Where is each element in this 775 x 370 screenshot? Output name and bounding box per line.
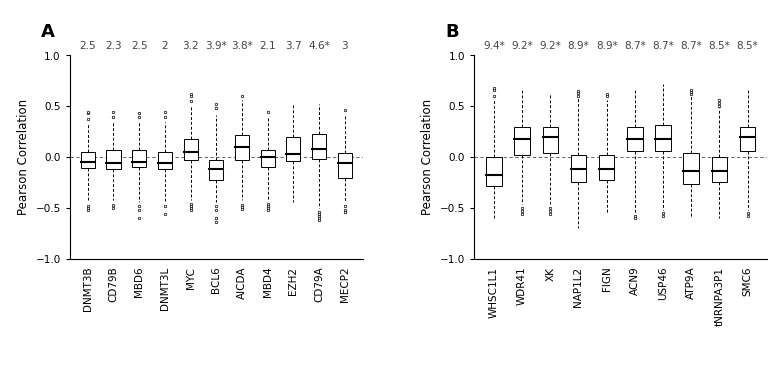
- Text: A: A: [40, 23, 54, 41]
- Text: 2: 2: [161, 41, 168, 51]
- Bar: [599, 155, 615, 179]
- Text: 9.2*: 9.2*: [512, 41, 533, 51]
- Text: 3: 3: [342, 41, 348, 51]
- Bar: [260, 150, 275, 167]
- Text: 8.9*: 8.9*: [567, 41, 589, 51]
- Text: 8.7*: 8.7*: [652, 41, 673, 51]
- Bar: [81, 152, 95, 168]
- Bar: [486, 157, 501, 186]
- Bar: [209, 160, 223, 179]
- Text: 2.3: 2.3: [105, 41, 122, 51]
- Bar: [312, 134, 326, 159]
- Text: 3.8*: 3.8*: [231, 41, 253, 51]
- Bar: [711, 157, 727, 182]
- Bar: [655, 125, 670, 151]
- Bar: [338, 153, 352, 178]
- Bar: [132, 150, 146, 167]
- Text: 8.7*: 8.7*: [624, 41, 646, 51]
- Text: 3.9*: 3.9*: [205, 41, 227, 51]
- Bar: [106, 150, 121, 169]
- Bar: [740, 127, 756, 151]
- Text: 2.5: 2.5: [131, 41, 147, 51]
- Bar: [542, 127, 558, 153]
- Text: B: B: [445, 23, 459, 41]
- Bar: [158, 152, 172, 169]
- Y-axis label: Pearson Correlation: Pearson Correlation: [17, 99, 30, 215]
- Bar: [235, 135, 249, 160]
- Text: 8.5*: 8.5*: [708, 41, 730, 51]
- Bar: [184, 139, 198, 160]
- Bar: [515, 127, 530, 155]
- Text: 8.7*: 8.7*: [680, 41, 702, 51]
- Text: 9.2*: 9.2*: [539, 41, 561, 51]
- Bar: [627, 127, 642, 151]
- Text: 3.7: 3.7: [285, 41, 301, 51]
- Text: 4.6*: 4.6*: [308, 41, 330, 51]
- Text: 8.5*: 8.5*: [737, 41, 759, 51]
- Text: 9.4*: 9.4*: [483, 41, 505, 51]
- Text: 8.9*: 8.9*: [596, 41, 618, 51]
- Text: 2.1: 2.1: [260, 41, 276, 51]
- Text: 2.5: 2.5: [79, 41, 96, 51]
- Y-axis label: Pearson Correlation: Pearson Correlation: [422, 99, 434, 215]
- Bar: [570, 155, 586, 182]
- Bar: [684, 153, 699, 184]
- Bar: [286, 137, 301, 161]
- Text: 3.2: 3.2: [182, 41, 199, 51]
